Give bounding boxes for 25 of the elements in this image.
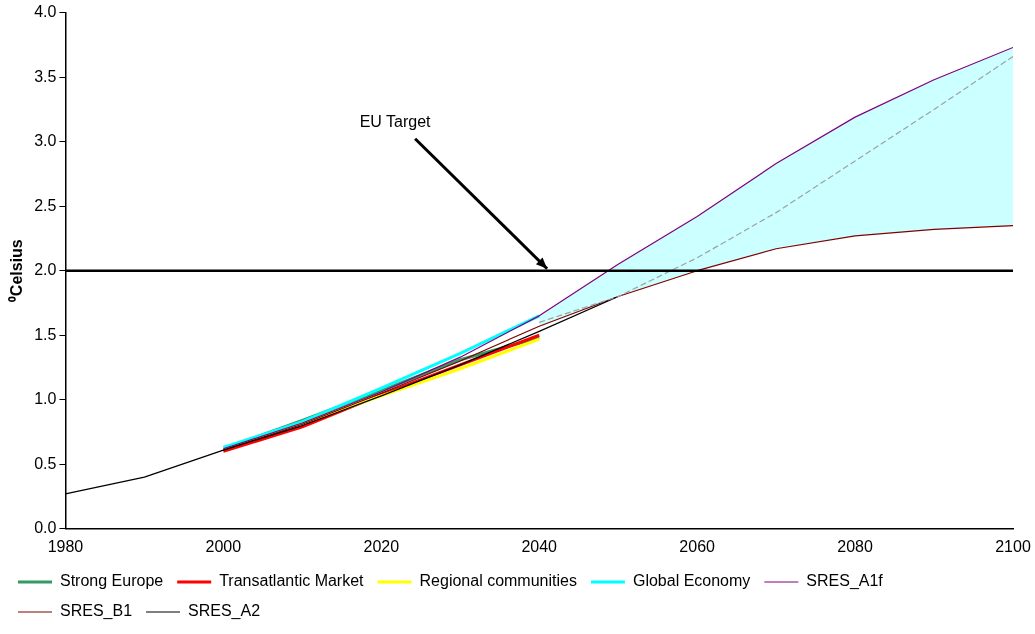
legend-label: Regional communities (419, 572, 577, 590)
legend-label: Global Economy (632, 572, 751, 590)
x-tick-label: 1980 (47, 537, 84, 555)
y-tick-label: 3.0 (34, 132, 57, 150)
legend-label: Strong Europe (60, 572, 164, 590)
legend-label: SRES_A1f (806, 572, 884, 591)
y-tick-label: 1.5 (34, 325, 57, 343)
legend-label: Transatlantic Market (219, 572, 365, 590)
legend-label: SRES_B1 (60, 602, 133, 621)
y-tick-label: 2.5 (34, 196, 57, 214)
x-tick-label: 2080 (837, 537, 873, 555)
x-tick-label: 2040 (521, 537, 558, 555)
y-tick-label: 2.0 (34, 261, 57, 279)
y-tick-label: 4.0 (34, 3, 57, 21)
y-tick-label: 3.5 (34, 67, 57, 85)
y-tick-label: 0.0 (34, 519, 57, 537)
y-tick-label: 0.5 (34, 454, 57, 472)
x-tick-label: 2100 (995, 537, 1031, 555)
legend-label: SRES_A2 (188, 602, 261, 621)
y-axis-title: ⁰Celsius (8, 239, 26, 304)
annotation: EU Target (359, 113, 432, 131)
x-tick-label: 2020 (363, 537, 400, 555)
y-tick-label: 1.0 (34, 390, 57, 408)
x-tick-label: 2000 (205, 537, 242, 555)
x-tick-label: 2060 (679, 537, 716, 555)
